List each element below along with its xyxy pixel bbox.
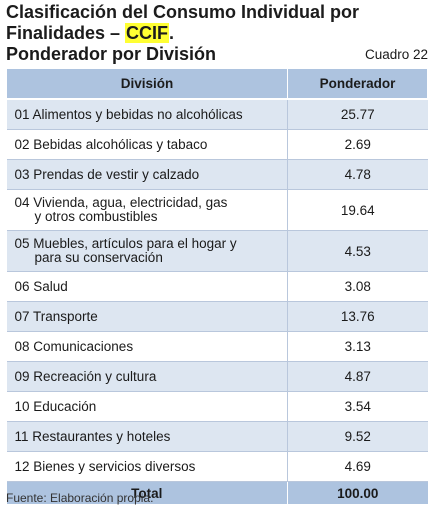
division-label: 01 Alimentos y bebidas no alcohólicas xyxy=(14,106,243,122)
division-cell: 07 Transporte xyxy=(6,301,288,332)
division-cell: 09 Recreación y cultura xyxy=(6,361,288,392)
division-label: 07 Transporte xyxy=(14,308,98,324)
division-cell: 12 Bienes y servicios diversos xyxy=(6,451,288,482)
table-row: 10 Educación 3.54 xyxy=(6,391,428,422)
division-cell: 01 Alimentos y bebidas no alcohólicas xyxy=(6,99,288,130)
ponderador-value: 3.13 xyxy=(287,331,428,362)
division-cell: 03 Prendas de vestir y calzado xyxy=(6,159,288,190)
division-cell: 10 Educación xyxy=(6,391,288,422)
table-row: 03 Prendas de vestir y calzado 4.78 xyxy=(6,159,428,190)
table-row: 02 Bebidas alcohólicas y tabaco 2.69 xyxy=(6,129,428,160)
table-row: 01 Alimentos y bebidas no alcohólicas 25… xyxy=(6,99,428,130)
table-row: 04 Vivienda, agua, electricidad, gas y ot… xyxy=(6,189,428,231)
table-row: 08 Comunicaciones 3.13 xyxy=(6,331,428,362)
table-row: 07 Transporte 13.76 xyxy=(6,301,428,332)
division-cell: 06 Salud xyxy=(6,271,288,302)
title-line-2-prefix: Finalidades – xyxy=(6,23,126,43)
division-label: 12 Bienes y servicios diversos xyxy=(14,458,196,474)
header-division: División xyxy=(6,68,288,100)
ponderador-value: 19.64 xyxy=(287,189,428,231)
ponderador-value: 9.52 xyxy=(287,421,428,452)
ponderador-value: 4.69 xyxy=(287,451,428,482)
division-label: 11 Restaurantes y hoteles xyxy=(14,428,171,444)
division-label-continued: y otros combustibles xyxy=(34,209,158,224)
division-label: 05 Muebles, artículos para el hogar y xyxy=(14,236,237,251)
division-cell: 04 Vivienda, agua, electricidad, gas y ot… xyxy=(6,189,288,231)
division-cell: 11 Restaurantes y hoteles xyxy=(6,421,288,452)
ccif-highlight: CCIF xyxy=(125,23,170,43)
division-label: 02 Bebidas alcohólicas y tabaco xyxy=(14,136,208,152)
division-cell: 02 Bebidas alcohólicas y tabaco xyxy=(6,129,288,160)
title-line-1: Clasificación del Consumo Individual por xyxy=(6,2,360,22)
table-number: Cuadro 22 xyxy=(364,47,428,62)
table-header-row: División Ponderador xyxy=(6,68,428,100)
ponderador-value: 13.76 xyxy=(287,301,428,332)
division-label: 06 Salud xyxy=(14,278,68,294)
page-title: Clasificación del Consumo Individual por… xyxy=(6,2,426,44)
division-label: 03 Prendas de vestir y calzado xyxy=(14,166,200,182)
ponderador-value: 25.77 xyxy=(287,99,428,130)
table-row: 09 Recreación y cultura 4.87 xyxy=(6,361,428,392)
ponderador-value: 4.87 xyxy=(287,361,428,392)
division-label: 09 Recreación y cultura xyxy=(14,368,157,384)
total-label: Total xyxy=(6,481,288,504)
ponderador-value: 4.78 xyxy=(287,159,428,190)
table-row: 12 Bienes y servicios diversos 4.69 xyxy=(6,451,428,482)
division-label: 08 Comunicaciones xyxy=(14,338,134,354)
table-row: 06 Salud 3.08 xyxy=(6,271,428,302)
ponderador-value: 4.53 xyxy=(287,230,428,272)
header-ponderador: Ponderador xyxy=(287,68,428,100)
ponderador-value: 3.54 xyxy=(287,391,428,422)
division-cell: 05 Muebles, artículos para el hogar y par… xyxy=(6,230,288,272)
ponderador-value: 2.69 xyxy=(287,129,428,160)
title-line-2-suffix: . xyxy=(169,23,175,43)
ponderador-table: División Ponderador 01 Alimentos y bebid… xyxy=(6,68,428,504)
division-label-continued: para su conservación xyxy=(34,250,163,265)
ponderador-value: 3.08 xyxy=(287,271,428,302)
table-row: 05 Muebles, artículos para el hogar y par… xyxy=(6,230,428,272)
source-note: Fuente: Elaboración propia. xyxy=(6,491,154,505)
division-label: 10 Educación xyxy=(14,398,97,414)
page-subtitle: Ponderador por División xyxy=(6,44,217,64)
total-value: 100.00 xyxy=(287,481,428,504)
total-row: Total 100.00 xyxy=(6,481,428,504)
table-row: 11 Restaurantes y hoteles 9.52 xyxy=(6,421,428,452)
division-label: 04 Vivienda, agua, electricidad, gas xyxy=(14,195,228,210)
division-cell: 08 Comunicaciones xyxy=(6,331,288,362)
